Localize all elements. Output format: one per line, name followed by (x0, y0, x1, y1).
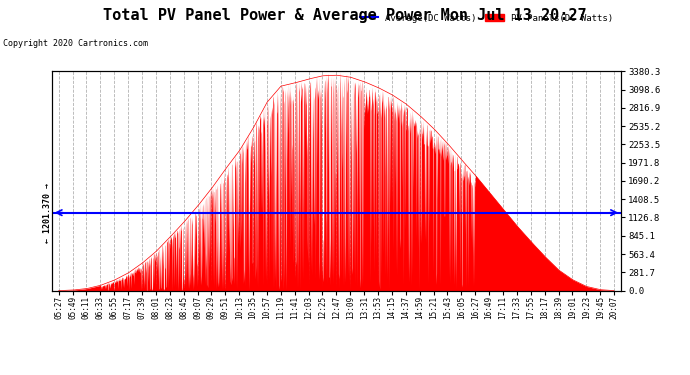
Text: Copyright 2020 Cartronics.com: Copyright 2020 Cartronics.com (3, 39, 148, 48)
Legend: Average(DC Watts), PV Panels(DC Watts): Average(DC Watts), PV Panels(DC Watts) (356, 10, 616, 26)
Text: Total PV Panel Power & Average Power Mon Jul 13 20:27: Total PV Panel Power & Average Power Mon… (104, 8, 586, 23)
